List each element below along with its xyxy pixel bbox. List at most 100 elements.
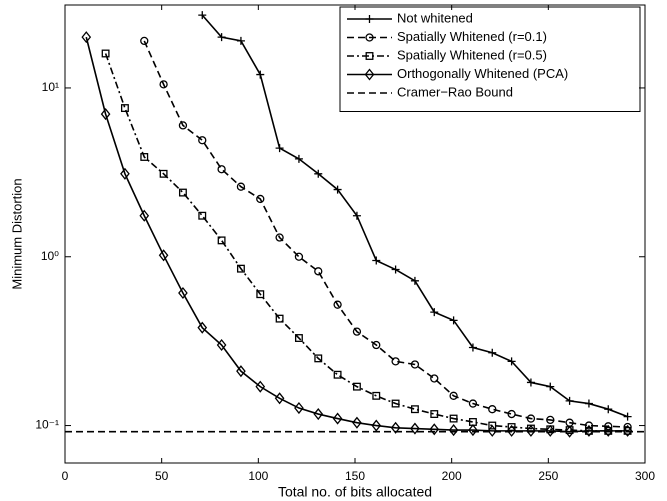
legend-label: Orthogonally Whitened (PCA): [397, 66, 568, 81]
marker: [365, 52, 374, 60]
marker: [274, 392, 285, 405]
marker: [468, 343, 477, 352]
marker: [488, 405, 497, 414]
marker: [448, 424, 459, 437]
series-line: [143, 40, 628, 428]
marker: [294, 334, 303, 342]
marker: [372, 340, 381, 350]
marker: [430, 308, 439, 317]
marker: [314, 169, 323, 178]
marker: [604, 405, 613, 414]
marker: [217, 236, 226, 245]
marker: [449, 414, 458, 423]
x-tick-label: 100: [248, 469, 268, 483]
marker: [410, 405, 419, 414]
marker: [564, 425, 575, 438]
marker: [364, 68, 375, 81]
marker: [604, 422, 613, 431]
marker: [197, 321, 208, 334]
marker: [365, 33, 374, 42]
marker: [352, 211, 361, 220]
marker: [120, 104, 129, 113]
marker: [275, 314, 284, 323]
marker: [352, 327, 362, 336]
marker: [488, 421, 497, 430]
marker: [294, 154, 303, 163]
marker: [391, 357, 400, 366]
marker: [332, 412, 343, 425]
marker: [236, 264, 245, 273]
marker: [217, 165, 226, 174]
marker: [623, 412, 632, 421]
marker: [256, 290, 265, 299]
marker: [333, 370, 342, 379]
marker: [371, 419, 382, 432]
marker: [430, 410, 439, 418]
marker: [159, 80, 168, 89]
y-tick-label: 10⁰: [41, 249, 59, 263]
marker: [526, 378, 535, 387]
marker: [546, 382, 555, 391]
legend: Not whitened Spatially Whitened (r=0.1) Sp…: [339, 6, 641, 112]
marker: [236, 182, 246, 191]
marker: [178, 286, 188, 300]
marker: [391, 265, 400, 274]
marker: [333, 300, 342, 309]
marker: [507, 409, 516, 419]
marker: [565, 396, 574, 405]
x-tick-label: 250: [538, 469, 558, 483]
marker: [449, 391, 458, 400]
marker: [468, 424, 478, 437]
legend-label: Cramer−Rao Bound: [397, 84, 513, 99]
marker: [622, 424, 633, 437]
plot-lines: [65, 11, 645, 438]
legend-label: Not whitened: [397, 10, 473, 25]
marker: [256, 70, 265, 79]
marker: [314, 354, 323, 363]
marker: [81, 31, 92, 44]
marker: [198, 136, 207, 145]
marker: [410, 276, 419, 285]
marker: [100, 108, 111, 121]
marker: [410, 422, 420, 435]
marker: [506, 424, 517, 437]
marker: [101, 49, 110, 58]
marker: [275, 233, 284, 242]
marker: [390, 421, 401, 434]
marker: [372, 391, 381, 400]
marker: [333, 185, 342, 194]
marker: [236, 365, 246, 378]
marker: [217, 33, 226, 42]
marker: [507, 357, 516, 366]
marker: [294, 252, 304, 261]
x-axis-label: Total no. of bits allocated: [278, 484, 432, 500]
marker: [449, 316, 458, 325]
marker: [584, 424, 594, 437]
marker: [158, 249, 169, 262]
marker: [584, 399, 593, 408]
marker: [352, 382, 361, 391]
x-tick-label: 300: [635, 469, 655, 483]
marker: [198, 11, 207, 20]
marker: [365, 15, 374, 23]
series-line: [85, 36, 628, 433]
marker: [546, 415, 555, 425]
x-tick-label: 150: [345, 469, 365, 483]
marker: [410, 360, 420, 369]
marker: [140, 36, 149, 46]
marker: [372, 256, 381, 265]
marker: [487, 424, 498, 437]
marker: [526, 414, 536, 423]
y-tick-label: 10⁻¹: [35, 418, 59, 432]
legend-label: Spatially Whitened (r=0.5): [397, 47, 547, 62]
marker: [178, 121, 188, 130]
marker: [584, 421, 594, 430]
marker: [526, 424, 536, 437]
x-tick-label: 0: [62, 469, 69, 483]
marker: [256, 194, 265, 204]
marker: [603, 424, 614, 437]
marker: [198, 211, 207, 220]
marker: [488, 348, 497, 357]
marker: [391, 399, 400, 408]
y-tick-label: 10¹: [42, 80, 59, 94]
